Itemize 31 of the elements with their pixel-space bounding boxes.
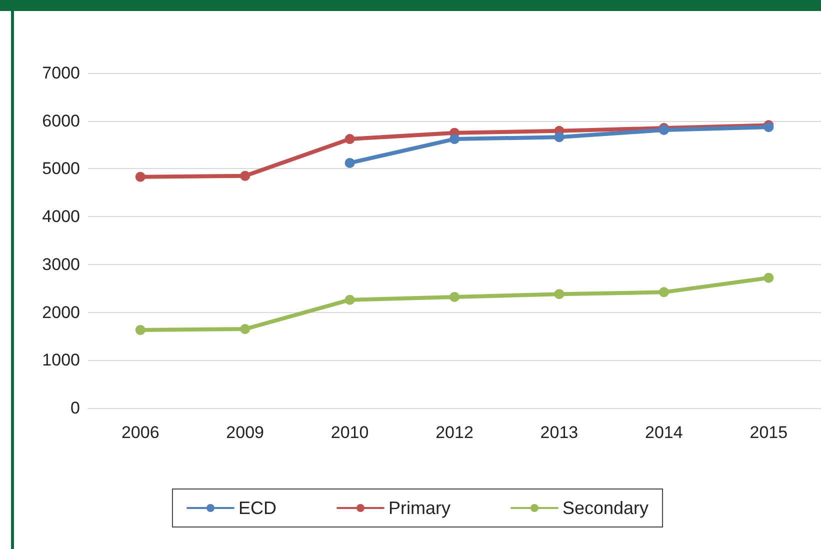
point: [344, 158, 355, 168]
legend-label: Primary: [388, 498, 450, 518]
point: [344, 294, 355, 305]
y-tick-label: 4000: [42, 207, 80, 226]
y-tick-label: 2000: [42, 302, 80, 322]
point: [554, 289, 564, 300]
point: [658, 287, 669, 298]
x-tick-label: 2006: [121, 423, 160, 442]
x-tick-label: 2010: [330, 423, 369, 442]
y-tick-label: 5000: [42, 159, 80, 178]
point: [450, 292, 460, 302]
legend-label: Secondary: [562, 498, 649, 518]
y-tick-label: 3000: [42, 254, 80, 274]
x-tick-label: 2015: [750, 423, 788, 442]
point: [240, 324, 250, 334]
point: [764, 272, 774, 283]
point: [450, 134, 460, 144]
y-tick-label: 1000: [42, 350, 80, 370]
x-tick-label: 2009: [226, 423, 264, 442]
point: [344, 134, 355, 144]
y-tick-label: 6000: [42, 111, 80, 130]
y-tick-label: 7000: [42, 64, 80, 82]
y-tick-label: 0: [70, 398, 80, 418]
point: [135, 324, 146, 335]
point: [240, 170, 250, 181]
point: [135, 172, 146, 182]
x-tick-label: 2013: [540, 423, 578, 442]
legend-label: ECD: [238, 498, 276, 518]
point: [554, 132, 564, 142]
x-tick-label: 2012: [436, 423, 474, 442]
x-tick-label: 2014: [645, 423, 683, 442]
